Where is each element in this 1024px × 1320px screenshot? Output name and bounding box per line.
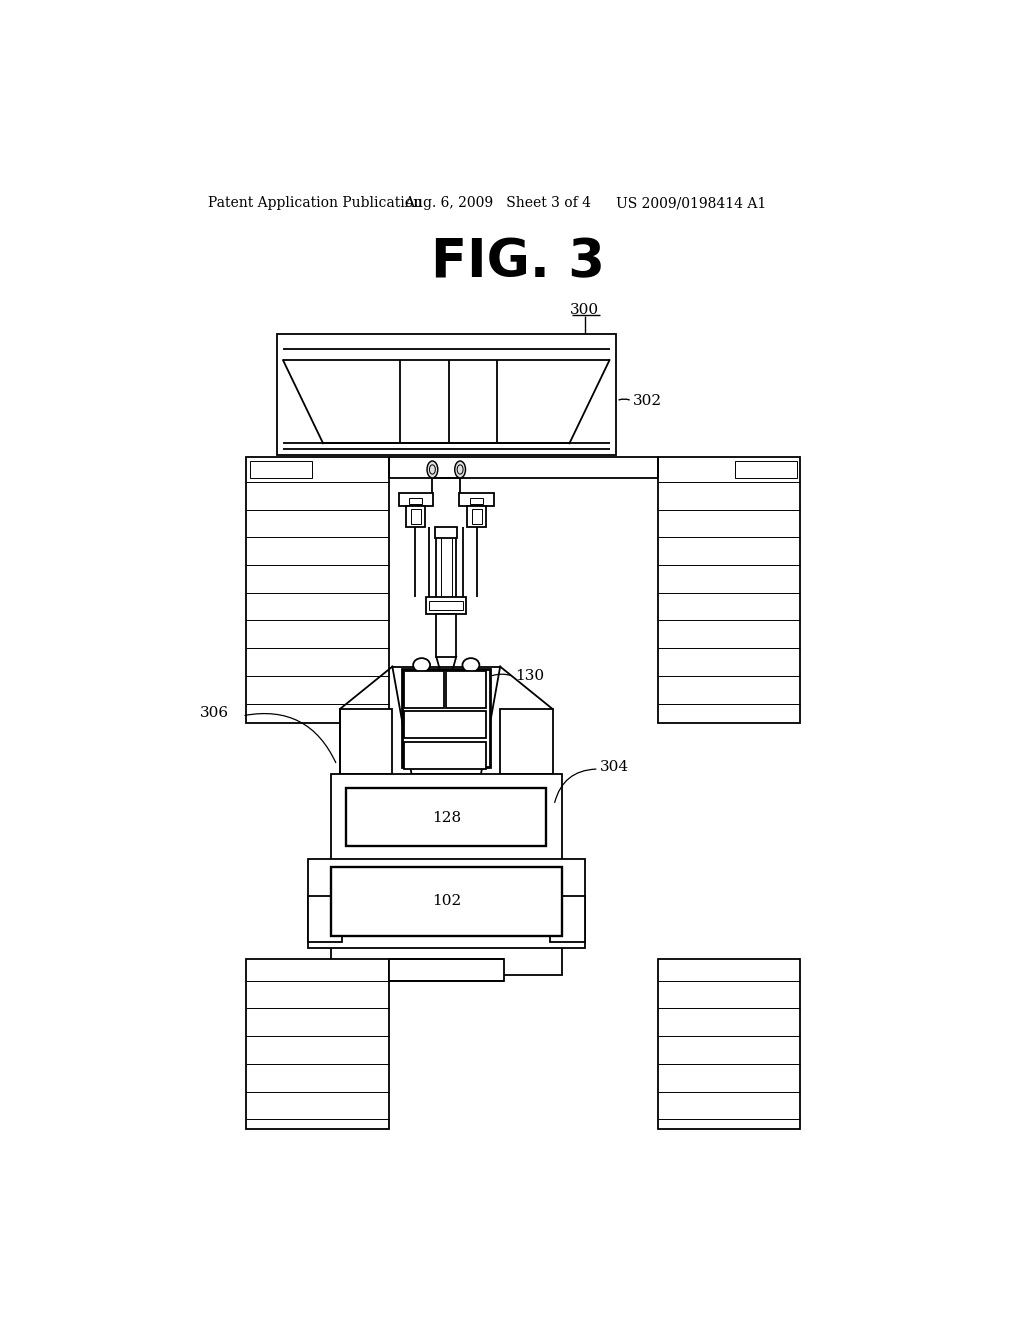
Bar bbox=[426, 597, 466, 614]
Text: 300: 300 bbox=[570, 304, 599, 317]
Bar bbox=[388, 960, 504, 981]
Bar bbox=[658, 960, 801, 1129]
Text: 130: 130 bbox=[515, 669, 545, 682]
Bar bbox=[500, 709, 553, 775]
Bar bbox=[472, 508, 481, 524]
Bar bbox=[403, 742, 486, 770]
Bar bbox=[246, 457, 388, 723]
Text: Patent Application Publication: Patent Application Publication bbox=[208, 197, 422, 210]
Bar bbox=[467, 506, 486, 527]
Ellipse shape bbox=[455, 461, 466, 478]
Bar bbox=[658, 457, 801, 723]
Bar bbox=[331, 775, 562, 974]
Bar bbox=[470, 498, 483, 504]
Bar bbox=[436, 614, 457, 656]
Bar bbox=[403, 711, 486, 738]
Text: FIG. 3: FIG. 3 bbox=[431, 236, 605, 288]
Text: 102: 102 bbox=[432, 895, 461, 908]
Text: 306: 306 bbox=[200, 706, 229, 719]
Bar bbox=[403, 671, 444, 708]
Bar bbox=[407, 506, 425, 527]
Text: 312: 312 bbox=[411, 682, 437, 697]
Text: 302: 302 bbox=[634, 393, 663, 408]
Bar bbox=[246, 960, 388, 1129]
Bar bbox=[410, 498, 422, 504]
Text: Aug. 6, 2009   Sheet 3 of 4: Aug. 6, 2009 Sheet 3 of 4 bbox=[403, 197, 591, 210]
Bar bbox=[550, 896, 585, 942]
Ellipse shape bbox=[427, 461, 438, 478]
Bar bbox=[429, 601, 463, 610]
Text: 128: 128 bbox=[432, 810, 461, 825]
Bar bbox=[411, 508, 421, 524]
Ellipse shape bbox=[463, 659, 479, 672]
Bar bbox=[276, 334, 615, 455]
Bar bbox=[340, 709, 392, 775]
Bar bbox=[331, 867, 562, 936]
Bar bbox=[446, 671, 486, 708]
Bar bbox=[398, 494, 433, 506]
Text: 314: 314 bbox=[453, 682, 479, 697]
Bar bbox=[735, 461, 797, 478]
Ellipse shape bbox=[413, 659, 430, 672]
Bar bbox=[401, 669, 490, 767]
Text: 304: 304 bbox=[600, 760, 630, 774]
Text: 308: 308 bbox=[432, 748, 459, 763]
Bar bbox=[307, 896, 342, 942]
Text: US 2009/0198414 A1: US 2009/0198414 A1 bbox=[615, 197, 766, 210]
Bar bbox=[346, 788, 547, 846]
Bar bbox=[250, 461, 311, 478]
Text: 310: 310 bbox=[432, 718, 459, 733]
Bar bbox=[460, 494, 494, 506]
Bar bbox=[435, 527, 457, 539]
Bar bbox=[307, 859, 585, 948]
